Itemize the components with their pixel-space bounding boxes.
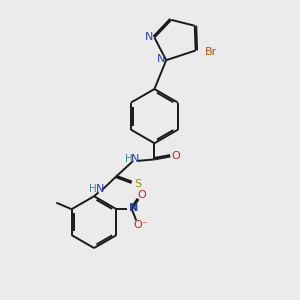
Text: S: S (135, 178, 142, 189)
Text: Br: Br (205, 47, 217, 57)
Text: H: H (89, 184, 97, 194)
Text: O⁻: O⁻ (133, 220, 148, 230)
Text: O: O (138, 190, 146, 200)
Text: O: O (172, 152, 181, 161)
Text: N: N (129, 203, 138, 213)
Text: N: N (131, 154, 139, 164)
Text: H: H (124, 154, 132, 164)
Text: N: N (157, 54, 165, 64)
Text: N: N (95, 184, 104, 194)
Text: N: N (145, 32, 153, 42)
